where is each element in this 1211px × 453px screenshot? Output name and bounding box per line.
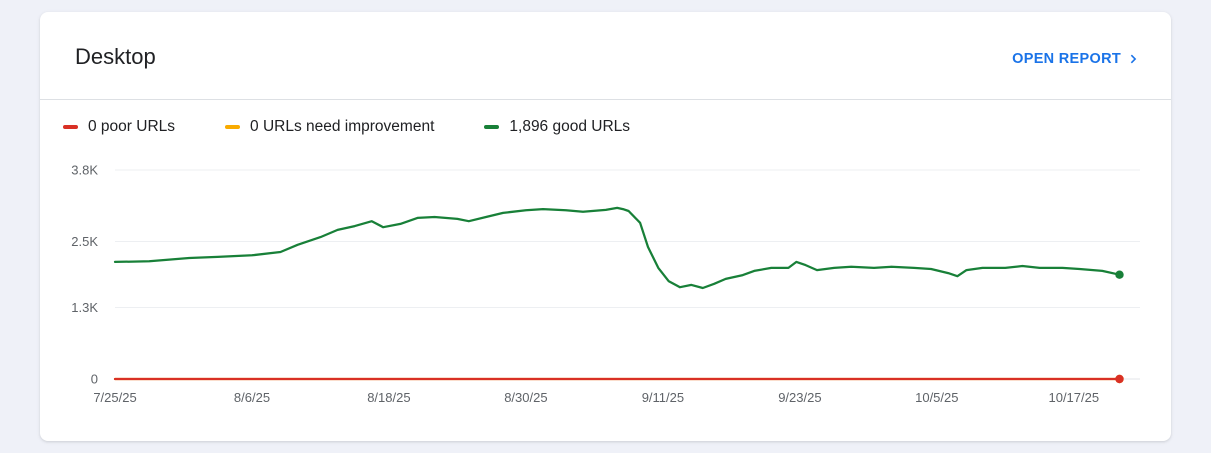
- legend-item-need-improvement[interactable]: 0 URLs need improvement: [225, 118, 434, 136]
- poor-urls-dash-icon: [63, 124, 78, 130]
- svg-text:3.8K: 3.8K: [71, 163, 98, 178]
- card-title: Desktop: [75, 44, 156, 69]
- svg-text:10/17/25: 10/17/25: [1048, 390, 1099, 405]
- svg-text:10/5/25: 10/5/25: [915, 390, 958, 405]
- open-report-link[interactable]: OPEN REPORT: [1012, 50, 1143, 68]
- legend-item-good[interactable]: 1,896 good URLs: [484, 118, 630, 136]
- legend-label-good: 1,896 good URLs: [509, 118, 631, 135]
- svg-text:0: 0: [91, 372, 98, 387]
- chart-legend: 0 poor URLs 0 URLs need improvement 1,89…: [63, 118, 630, 136]
- svg-text:9/11/25: 9/11/25: [642, 390, 684, 405]
- svg-text:7/25/25: 7/25/25: [93, 390, 136, 405]
- need-improvement-dash-icon: [225, 124, 241, 130]
- header-divider: [40, 99, 1171, 100]
- svg-text:1.3K: 1.3K: [71, 300, 98, 315]
- open-report-label: OPEN REPORT: [1012, 51, 1121, 67]
- good-urls-dash-icon: [484, 124, 500, 130]
- chevron-right-icon: [1125, 50, 1143, 68]
- legend-label-poor: 0 poor URLs: [88, 118, 176, 135]
- legend-label-need-improvement: 0 URLs need improvement: [250, 118, 435, 135]
- svg-text:2.5K: 2.5K: [71, 234, 98, 249]
- core-web-vitals-card: Desktop OPEN REPORT 0 poor URLs 0 URLs n…: [40, 12, 1171, 441]
- cwv-chart-svg[interactable]: 0 1.3K 2.5K 3.8K 7/25/25 8/6/25 8/18/25 8/30/25…: [40, 140, 1171, 440]
- legend-item-poor[interactable]: 0 poor URLs: [63, 118, 175, 136]
- svg-text:9/23/25: 9/23/25: [778, 390, 821, 405]
- cwv-chart[interactable]: 0 1.3K 2.5K 3.8K 7/25/25 8/6/25 8/18/25 8/30/25…: [40, 140, 1171, 440]
- svg-text:8/6/25: 8/6/25: [234, 390, 270, 405]
- svg-text:8/18/25: 8/18/25: [367, 390, 410, 405]
- svg-text:8/30/25: 8/30/25: [504, 390, 547, 405]
